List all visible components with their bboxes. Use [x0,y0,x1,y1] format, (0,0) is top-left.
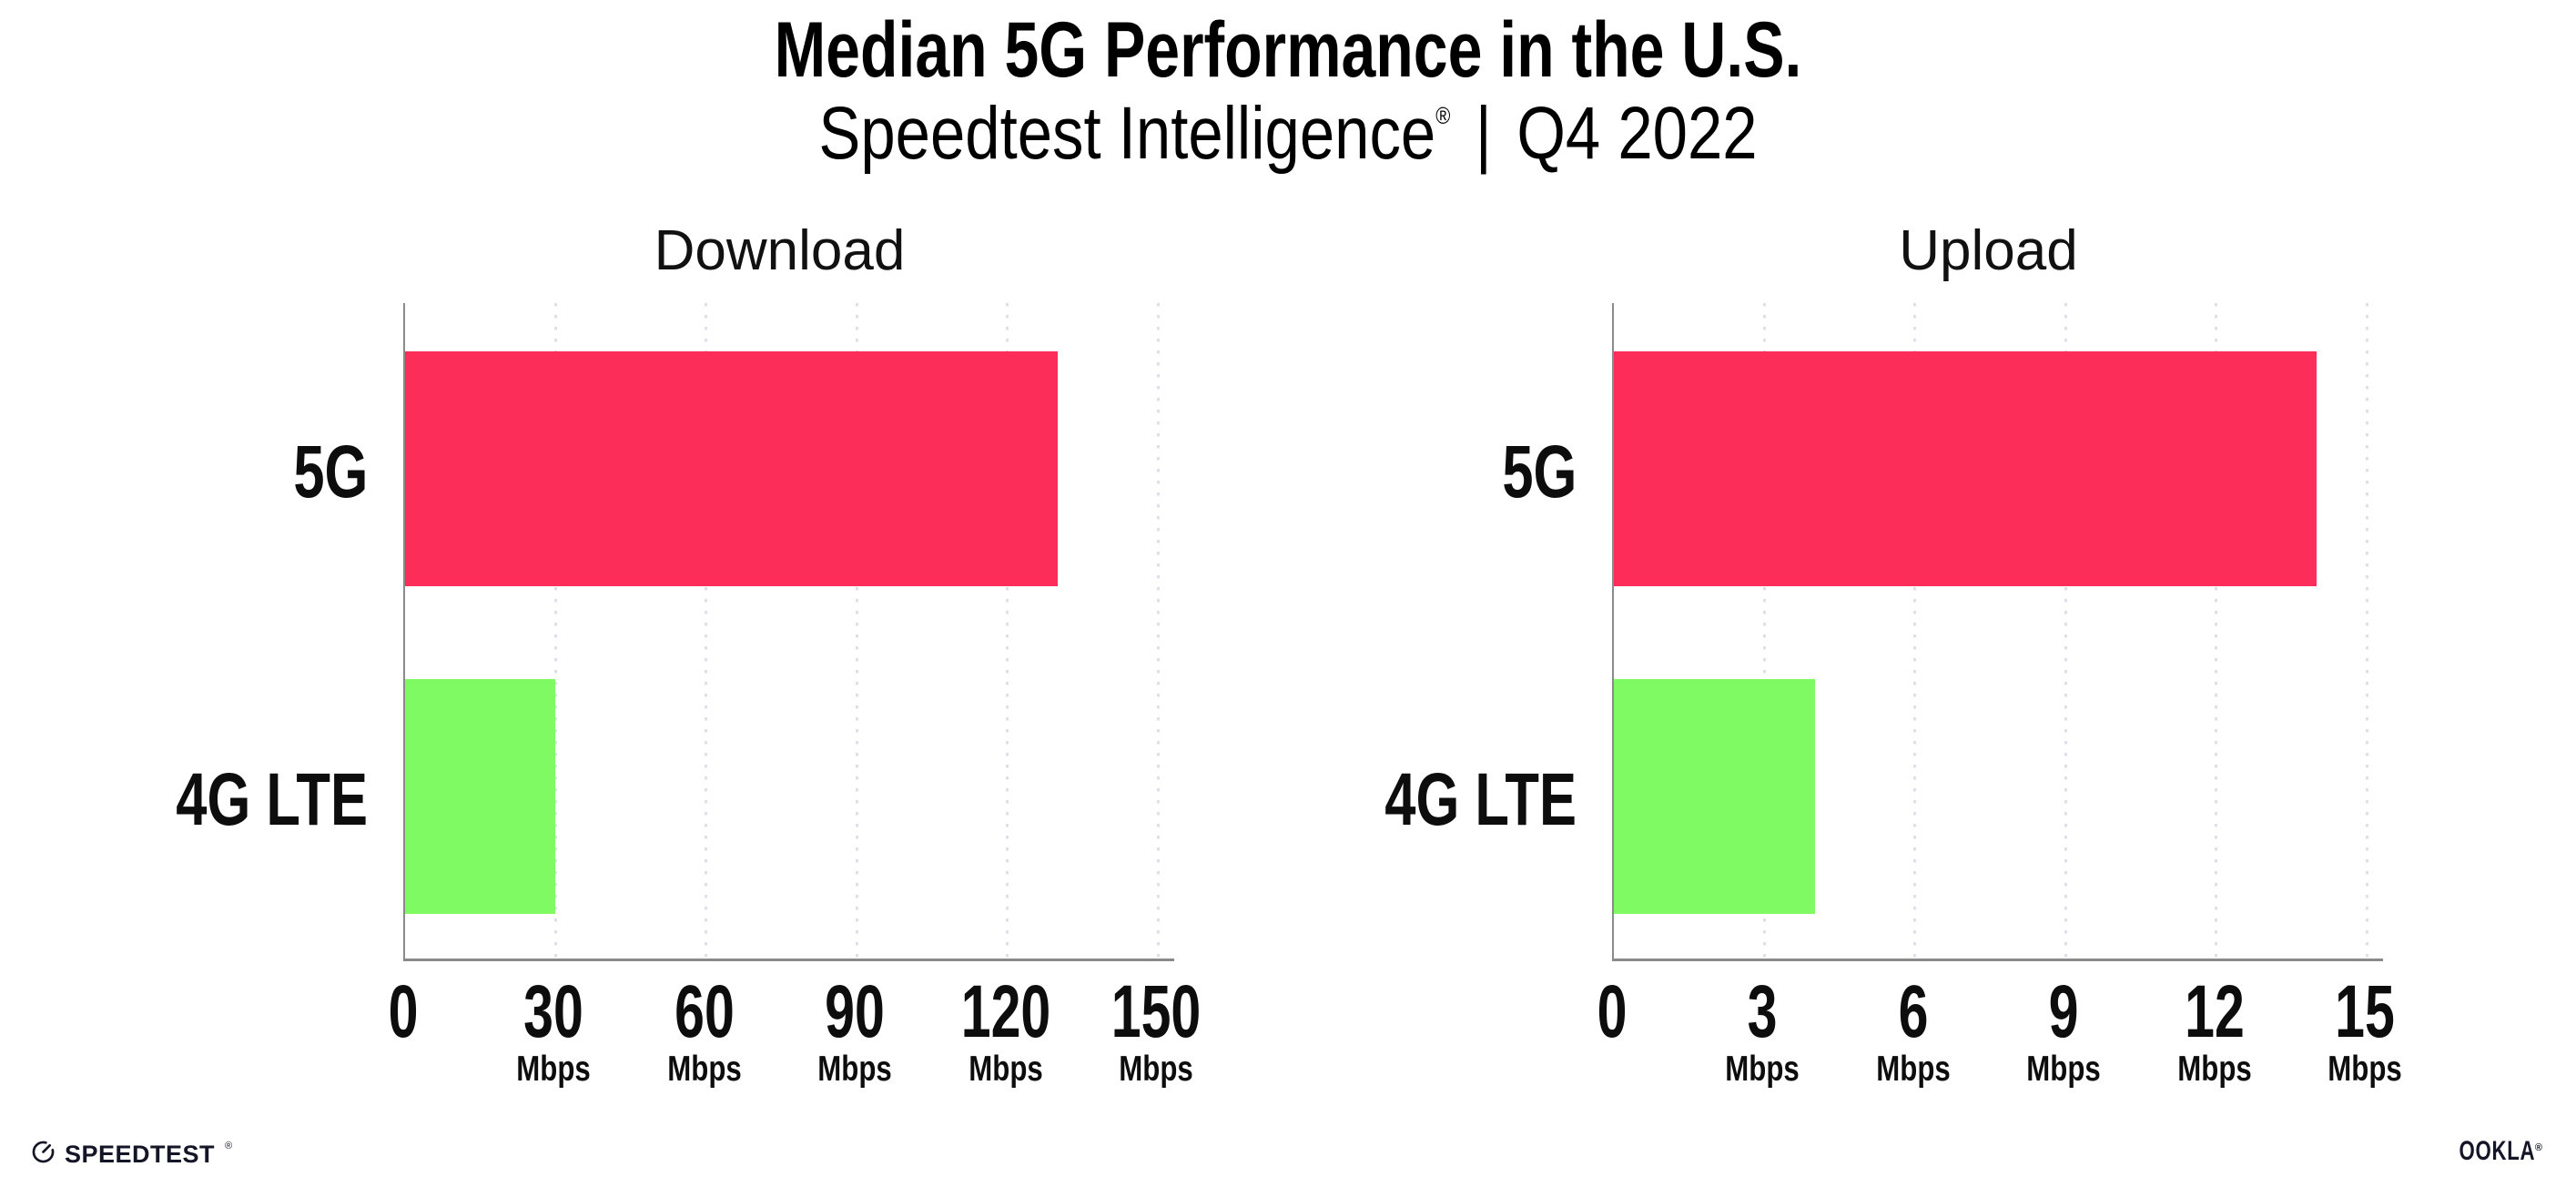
gridline-3 [1762,303,1766,959]
registered-trademark-symbol: ® [1435,102,1451,129]
download-x-tick-labels: 0 30 Mbps 60 Mbps 90 Mbps 120 Mbps 150 Mbps [389,959,1202,1104]
upload-chart-title: Upload [1899,219,2078,282]
page-title: Median 5G Performance in the U.S. [774,6,1802,94]
x-tick-unit: Mbps [817,1050,892,1089]
subtitle-period: Q4 2022 [1516,92,1758,175]
gridline-15 [2365,303,2368,959]
x-tick-value: 3 [1747,970,1778,1053]
page-subtitle: Speedtest Intelligence® | Q4 2022 [206,92,2369,175]
x-tick-value: 6 [1898,970,1929,1053]
speedtest-wordmark: SPEEDTEST [65,1140,216,1168]
x-tick-value: 0 [1597,970,1628,1053]
x-tick-value: 30 [523,970,584,1053]
x-tick-0: 0 [1591,959,1633,1050]
gridline-6 [1913,303,1917,959]
bar-5g [1614,351,2317,586]
x-tick-150: 150 Mbps [1094,959,1219,1089]
x-tick-unit: Mbps [1119,1050,1193,1089]
gridline-30 [553,303,557,959]
x-tick-30: 30 Mbps [507,959,600,1089]
ookla-trademark-symbol: ® [2534,1142,2543,1153]
ookla-logo: OOKLA® [2432,1138,2543,1165]
upload-x-tick-labels: 0 3 Mbps 6 Mbps 9 Mbps 12 Mbps 15 Mbps [1597,959,2402,1104]
gridline-90 [855,303,858,959]
gridline-60 [705,303,708,959]
bar-4g-lte [1614,679,1815,914]
x-tick-value: 12 [2184,970,2245,1053]
category-label-4g-lte: 4G LTE [1384,758,1577,841]
bar-4g-lte [405,679,556,914]
upload-x-axis-line [1611,959,2383,961]
x-tick-15: 15 Mbps [2318,959,2411,1089]
download-chart-title: Download [654,219,906,282]
gridline-120 [1006,303,1009,959]
x-tick-unit: Mbps [516,1050,592,1089]
speedtest-trademark-symbol: ® [225,1141,233,1151]
x-tick-unit: Mbps [1725,1050,1800,1089]
x-tick-value: 15 [2335,970,2395,1053]
gridline-12 [2215,303,2218,959]
x-tick-9: 9 Mbps [2017,959,2110,1089]
gridline-9 [2064,303,2067,959]
x-tick-value: 9 [2048,970,2079,1053]
category-label-5g: 5G [1501,431,1577,513]
x-tick-unit: Mbps [1876,1050,1951,1089]
x-tick-6: 6 Mbps [1867,959,1960,1089]
x-tick-unit: Mbps [2026,1050,2101,1089]
upload-plot-area: 5G 4G LTE [1384,303,2383,961]
x-tick-value: 120 [960,970,1050,1053]
speedtest-gauge-icon [31,1140,56,1169]
download-x-axis-line [402,959,1174,961]
x-tick-value: 150 [1111,970,1202,1053]
x-tick-60: 60 Mbps [658,959,751,1089]
x-tick-unit: Mbps [667,1050,742,1089]
subtitle-separator: | [1475,92,1492,175]
bar-5g [405,351,1058,586]
x-tick-0: 0 [382,959,424,1050]
subtitle-brand: Speedtest Intelligence [818,92,1436,175]
x-tick-90: 90 Mbps [808,959,901,1089]
x-tick-value: 0 [388,970,419,1053]
x-tick-value: 60 [674,970,735,1053]
x-tick-12: 12 Mbps [2168,959,2261,1089]
x-tick-value: 90 [825,970,886,1053]
x-tick-3: 3 Mbps [1716,959,1809,1089]
category-label-4g-lte: 4G LTE [176,758,368,841]
ookla-wordmark: OOKLA [2459,1136,2535,1166]
x-tick-120: 120 Mbps [943,959,1068,1089]
download-plot-area: 5G 4G LTE [176,303,1174,961]
x-tick-unit: Mbps [968,1050,1043,1089]
category-label-5g: 5G [292,431,368,513]
speedtest-logo: SPEEDTEST ® [31,1140,232,1169]
x-tick-unit: Mbps [2328,1050,2402,1089]
x-tick-unit: Mbps [2176,1050,2252,1089]
gridline-150 [1156,303,1160,959]
